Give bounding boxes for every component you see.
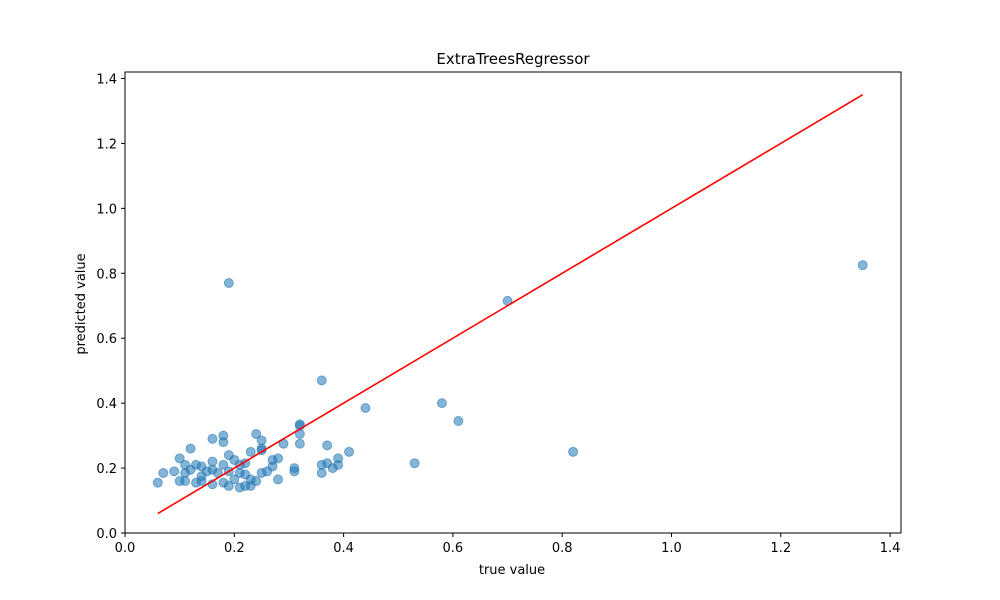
axes: 0.0 0.2 0.4 0.6 0.8 1.0 1.2 1.4 0.0 0.2 0.4 0.6 0.8 1… [96, 71, 902, 556]
data-point [207, 433, 218, 444]
data-point [152, 477, 163, 488]
x-tick-label: 0.0 [115, 541, 136, 556]
plot-frame [124, 71, 902, 534]
data-point [223, 480, 234, 491]
data-point [294, 438, 305, 449]
y-tick-label: 0.4 [96, 397, 117, 412]
data-point [409, 458, 420, 469]
data-point [218, 459, 229, 470]
data-point [174, 453, 185, 464]
data-point [436, 398, 447, 409]
data-point [322, 440, 333, 451]
x-tick-label: 1.2 [770, 541, 791, 556]
y-tick-label: 1.4 [96, 72, 117, 87]
x-tick-label: 0.2 [224, 541, 245, 556]
y-tick-label: 0.2 [96, 462, 117, 477]
data-point [218, 437, 229, 448]
data-point [316, 467, 327, 478]
data-point [333, 459, 344, 470]
chart-title: ExtraTreesRegressor [436, 50, 590, 68]
y-tick-label: 0.8 [96, 267, 117, 282]
data-point [229, 474, 240, 485]
x-axis-label: true value [479, 563, 545, 578]
x-tick-label: 0.8 [552, 541, 573, 556]
data-point [453, 416, 464, 426]
y-tick-label: 1.0 [96, 202, 117, 217]
data-point [169, 466, 180, 477]
data-point [223, 278, 234, 289]
reference-line [157, 94, 864, 515]
data-point [196, 476, 207, 487]
data-point [568, 446, 579, 457]
y-tick-label: 1.2 [96, 137, 117, 152]
data-point [185, 443, 196, 454]
y-tick-label: 0.0 [96, 527, 117, 542]
data-point [251, 428, 262, 439]
data-point [857, 260, 868, 271]
data-point [273, 474, 284, 485]
data-point [316, 375, 327, 386]
data-point [344, 446, 355, 457]
data-point [267, 461, 278, 472]
data-point [251, 476, 262, 487]
x-tick-label: 1.0 [661, 541, 682, 556]
x-tick-label: 1.4 [880, 541, 901, 556]
data-point [180, 476, 191, 487]
data-point [289, 466, 300, 477]
data-point [360, 403, 371, 414]
reference-line-layer [157, 94, 864, 515]
y-tick-label: 0.6 [96, 332, 117, 347]
data-point [245, 446, 256, 457]
scatter-points [152, 260, 868, 493]
x-tick-label: 0.4 [333, 541, 354, 556]
data-point [273, 453, 284, 464]
x-tick-label: 0.6 [443, 541, 464, 556]
data-point [158, 467, 169, 478]
y-axis-label: predicted value [74, 253, 89, 354]
